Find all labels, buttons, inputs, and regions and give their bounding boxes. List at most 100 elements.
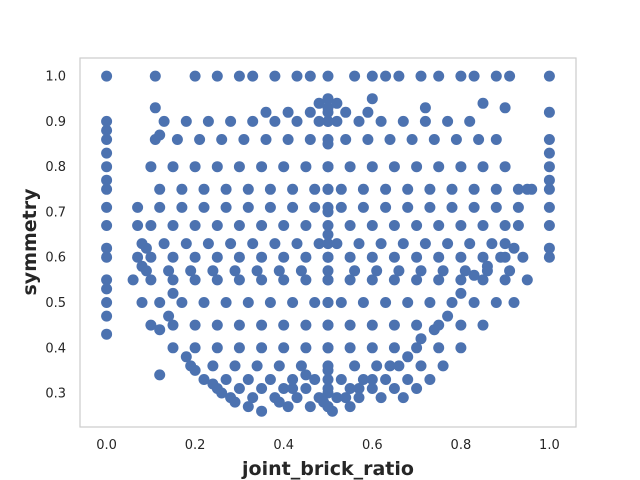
data-point: [167, 342, 179, 354]
data-point: [393, 360, 405, 372]
data-point: [149, 70, 161, 82]
data-point: [340, 134, 352, 145]
data-point: [384, 134, 396, 145]
data-point: [473, 134, 485, 145]
data-point: [464, 115, 476, 127]
data-point: [189, 364, 201, 376]
data-point: [450, 134, 462, 145]
data-point: [508, 297, 520, 308]
data-point: [260, 106, 272, 118]
data-point: [340, 106, 352, 118]
data-point: [419, 102, 431, 114]
y-tick-label: 0.8: [45, 160, 66, 175]
data-point: [304, 134, 316, 145]
data-point: [415, 360, 427, 372]
data-point: [287, 297, 299, 308]
data-point: [145, 220, 157, 231]
data-point: [349, 70, 361, 82]
data-point: [349, 360, 361, 372]
data-point: [543, 251, 555, 263]
data-point: [278, 161, 290, 173]
data-point: [477, 220, 489, 231]
data-point: [437, 265, 449, 277]
data-point: [238, 134, 250, 145]
data-point: [202, 238, 214, 250]
data-point: [242, 297, 254, 308]
data-point: [167, 220, 179, 231]
data-point: [331, 97, 343, 109]
data-point: [344, 220, 356, 231]
data-point: [101, 201, 113, 213]
data-point: [402, 374, 414, 385]
data-point: [287, 201, 299, 213]
data-point: [428, 324, 440, 336]
data-point: [229, 396, 241, 408]
data-point: [233, 383, 245, 394]
data-point: [300, 319, 312, 331]
data-point: [322, 115, 334, 127]
data-point: [185, 265, 197, 277]
data-point: [455, 274, 467, 286]
data-point: [101, 174, 113, 186]
data-point: [256, 251, 268, 263]
data-point: [380, 70, 392, 82]
data-point: [207, 378, 219, 390]
data-point: [291, 392, 303, 404]
data-point: [176, 297, 188, 308]
data-point: [521, 274, 533, 286]
data-point: [322, 387, 334, 399]
data-point: [291, 70, 303, 82]
data-point: [167, 287, 179, 299]
data-point: [455, 161, 467, 173]
data-point: [375, 392, 387, 404]
data-point: [419, 115, 431, 127]
data-point: [220, 297, 232, 308]
data-point: [322, 220, 334, 231]
data-point: [300, 342, 312, 354]
data-point: [468, 183, 480, 195]
y-tick-label: 0.9: [45, 115, 66, 130]
data-point: [499, 102, 511, 114]
data-point: [512, 220, 524, 231]
y-axis-title: symmetry: [19, 188, 41, 296]
data-point: [256, 342, 268, 354]
data-point: [247, 238, 259, 250]
data-point: [287, 374, 299, 385]
data-point: [344, 274, 356, 286]
data-point: [393, 70, 405, 82]
data-point: [517, 251, 529, 263]
data-point: [357, 374, 369, 385]
data-point: [322, 364, 334, 376]
y-tick-label: 0.5: [45, 296, 66, 311]
data-point: [278, 220, 290, 231]
data-point: [411, 342, 423, 354]
data-point: [357, 183, 369, 195]
data-point: [344, 251, 356, 263]
data-point: [424, 297, 436, 308]
data-point: [477, 97, 489, 109]
data-point: [508, 242, 520, 254]
x-tick-label: 0.8: [451, 438, 472, 453]
data-point: [278, 274, 290, 286]
data-point: [455, 251, 467, 263]
data-point: [380, 374, 392, 385]
data-point: [344, 342, 356, 354]
data-point: [411, 251, 423, 263]
data-point: [397, 238, 409, 250]
data-point: [176, 183, 188, 195]
data-point: [388, 383, 400, 394]
data-point: [402, 183, 414, 195]
data-point: [309, 297, 321, 308]
data-point: [300, 251, 312, 263]
data-point: [322, 374, 334, 385]
data-point: [490, 297, 502, 308]
data-point: [309, 374, 321, 385]
data-point: [366, 374, 378, 385]
data-point: [468, 269, 480, 281]
data-point: [344, 161, 356, 173]
data-point: [380, 297, 392, 308]
data-point: [273, 360, 285, 372]
data-point: [300, 161, 312, 173]
data-point: [446, 183, 458, 195]
y-tick-label: 0.7: [45, 205, 66, 220]
